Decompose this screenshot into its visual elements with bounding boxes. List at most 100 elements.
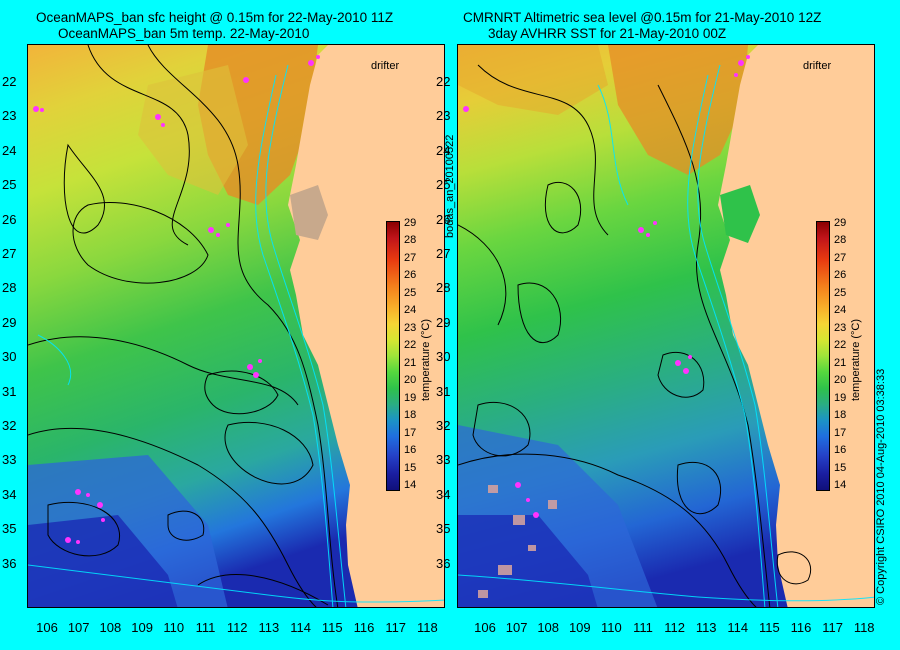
lon-label: 113	[258, 620, 280, 635]
colorbar-tick: 15	[834, 461, 847, 474]
lat-label: 23	[436, 108, 451, 124]
lat-label: 32	[2, 418, 17, 433]
colorbar-tick: 18	[834, 409, 847, 422]
run-id-label: bodas_an_20100522	[444, 134, 456, 238]
lat-label: 25	[2, 177, 17, 193]
lon-label: 107	[505, 620, 528, 635]
lat-label: 28	[436, 280, 451, 296]
lon-label: 109	[131, 620, 153, 635]
lon-label: 116	[790, 620, 812, 635]
colorbar-tick: 17	[834, 426, 847, 439]
colorbar-tick: 25	[404, 286, 417, 299]
colorbar-tick: 23	[404, 321, 417, 334]
lon-label: 114	[727, 620, 749, 635]
colorbar-tick: 25	[834, 286, 847, 299]
lon-label: 114	[290, 620, 311, 635]
lon-label: 108	[537, 620, 560, 635]
lat-label: 34	[436, 486, 451, 502]
left-map-svg	[28, 45, 444, 607]
right-colorbar	[816, 221, 830, 491]
lat-label: 31	[436, 383, 451, 399]
lon-label: 106	[474, 620, 496, 635]
colorbar-tick: 27	[834, 251, 847, 264]
colorbar-tick: 22	[834, 339, 847, 352]
lon-label: 109	[568, 620, 591, 635]
colorbar-tick: 22	[404, 339, 417, 352]
lon-label: 110	[163, 620, 185, 635]
colorbar-tick: 17	[404, 426, 417, 439]
lat-label: 28	[2, 280, 17, 296]
colorbar-tick: 28	[834, 234, 847, 247]
colorbar-tick: 27	[404, 251, 417, 264]
lon-label: 117	[385, 620, 407, 635]
colorbar-tick: 26	[834, 269, 847, 282]
lon-label: 116	[353, 620, 375, 635]
lat-label: 22	[436, 74, 451, 89]
lat-label: 33	[436, 452, 451, 468]
lat-label: 25	[436, 177, 451, 193]
right-map-panel: drifter 29 28 27 26 25 24 23 22 21 20 19 18 17 16 15 14…	[457, 44, 875, 608]
lon-label: 115	[759, 620, 780, 635]
lat-label: 35	[436, 521, 451, 537]
colorbar-tick: 29	[404, 217, 417, 229]
lon-label: 117	[822, 620, 843, 635]
colorbar-tick: 21	[834, 356, 847, 369]
colorbar-tick: 24	[404, 304, 417, 317]
lon-label: 111	[633, 620, 653, 635]
lon-label: 112	[664, 620, 685, 635]
lon-label: 112	[226, 620, 248, 635]
colorbar-tick: 14	[834, 479, 847, 491]
left-title-line2: OceanMAPS_ban 5m temp. 22-May-2010	[58, 26, 310, 41]
right-colorbar-ticks: 29 28 27 26 25 24 23 22 21 20 19 18 17 16 15 14	[834, 217, 864, 491]
left-map-panel: drifter 29 28 27 26 25 24 23 22 21 20 19 18 17 16 15 14…	[27, 44, 445, 608]
lon-label: 118	[853, 620, 875, 635]
right-colorbar-title: temperature (°C)	[850, 318, 862, 401]
lat-label: 24	[2, 142, 17, 158]
colorbar-tick: 24	[834, 304, 847, 317]
lat-label: 31	[2, 383, 17, 399]
lat-label: 24	[436, 142, 451, 158]
lat-label: 33	[2, 452, 17, 468]
colorbar-tick: 26	[404, 269, 417, 282]
colorbar-tick: 19	[834, 391, 847, 404]
lat-label: 26	[2, 211, 17, 227]
left-colorbar	[386, 221, 400, 491]
colorbar-tick: 14	[404, 479, 417, 491]
colorbar-tick: 23	[834, 321, 847, 334]
lat-label: 36	[2, 555, 17, 571]
lat-label: 32	[436, 418, 451, 433]
colorbar-tick: 20	[834, 374, 847, 387]
lat-label: 30	[436, 349, 451, 365]
colorbar-tick: 18	[404, 409, 417, 422]
lon-label: 108	[99, 620, 122, 635]
left-drifter-tracks	[33, 55, 320, 544]
left-land	[288, 45, 444, 607]
lat-label: 23	[2, 108, 17, 124]
copyright-label: © Copyright CSIRO 2010 04-Aug-2010 03:38…	[875, 368, 887, 605]
lat-label: 27	[2, 246, 17, 261]
right-drifter-tracks	[463, 55, 750, 518]
right-map-svg	[458, 45, 874, 607]
lat-label: 27	[436, 246, 451, 261]
colorbar-tick: 16	[404, 444, 417, 457]
right-drifter-label: drifter	[803, 60, 832, 72]
colorbar-tick: 19	[404, 391, 417, 404]
lat-label: 29	[2, 314, 17, 330]
left-drifter-label: drifter	[371, 60, 400, 72]
lon-label: 115	[321, 620, 343, 635]
lon-label: 106	[36, 620, 58, 635]
right-land	[718, 45, 874, 607]
colorbar-tick: 16	[834, 444, 847, 457]
lon-label: 110	[601, 620, 622, 635]
colorbar-tick: 29	[834, 217, 847, 229]
right-title-line1: CMRNRT Altimetric sea level @0.15m for 2…	[463, 10, 822, 25]
lat-label: 36	[436, 555, 451, 571]
lat-label: 22	[2, 74, 17, 89]
colorbar-tick: 20	[404, 374, 417, 387]
lat-label: 30	[2, 349, 17, 365]
colorbar-tick: 15	[404, 461, 417, 474]
lat-label: 34	[2, 486, 17, 502]
lon-label: 118	[417, 620, 438, 635]
lat-label: 29	[436, 314, 451, 330]
lat-label: 35	[2, 521, 17, 537]
